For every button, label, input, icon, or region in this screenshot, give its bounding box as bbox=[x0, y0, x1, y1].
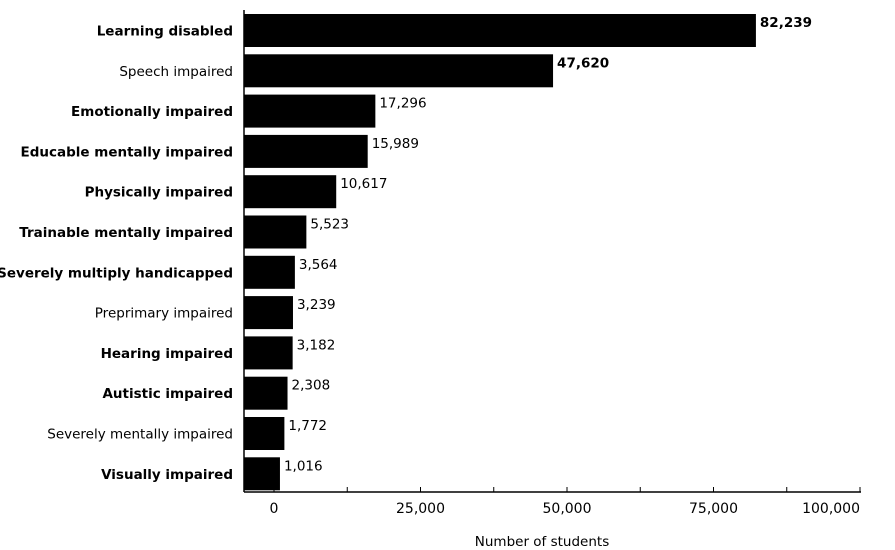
bar bbox=[244, 14, 756, 47]
x-tick-label: 25,000 bbox=[396, 501, 445, 517]
x-axis-ticks-group: 0 25,000 50,000 75,000 100,000 bbox=[270, 487, 861, 517]
bar bbox=[244, 336, 293, 370]
bar bbox=[244, 134, 368, 168]
category-label: Severely mentally impaired bbox=[47, 427, 233, 443]
bar bbox=[244, 215, 307, 249]
bar bbox=[244, 457, 280, 491]
bar bbox=[244, 376, 288, 410]
bar bbox=[244, 94, 376, 128]
value-label: 17,296 bbox=[379, 96, 426, 112]
category-label: Learning disabled bbox=[97, 24, 233, 40]
value-label: 3,239 bbox=[297, 297, 336, 313]
value-label: 15,989 bbox=[372, 136, 419, 152]
category-label: Severely multiply handicapped bbox=[0, 265, 233, 281]
value-label: 47,620 bbox=[557, 55, 609, 71]
value-label: 10,617 bbox=[340, 176, 387, 192]
value-label: 1,772 bbox=[288, 418, 327, 434]
category-label: Speech impaired bbox=[119, 64, 233, 80]
bar bbox=[244, 175, 337, 209]
value-label: 2,308 bbox=[292, 378, 331, 394]
value-label: 5,523 bbox=[310, 217, 349, 233]
category-label: Autistic impaired bbox=[102, 386, 233, 402]
x-axis-title: Number of students bbox=[475, 534, 609, 550]
category-label: Visually impaired bbox=[101, 467, 233, 483]
x-tick-label: 0 bbox=[270, 501, 279, 517]
category-label: Preprimary impaired bbox=[95, 306, 233, 322]
category-label: Educable mentally impaired bbox=[21, 144, 233, 160]
bar bbox=[244, 54, 554, 88]
bar bbox=[244, 296, 293, 330]
value-label: 3,564 bbox=[299, 257, 338, 273]
x-tick-label: 100,000 bbox=[802, 501, 860, 517]
bar bbox=[244, 417, 285, 450]
x-tick-label: 50,000 bbox=[543, 501, 592, 517]
category-labels-group: Learning disabled Speech impaired Emotiona… bbox=[0, 24, 233, 483]
value-label: 1,016 bbox=[284, 458, 323, 474]
bar bbox=[244, 255, 295, 289]
category-label: Emotionally impaired bbox=[71, 104, 233, 120]
value-label: 3,182 bbox=[297, 337, 336, 353]
value-label: 82,239 bbox=[760, 15, 812, 31]
category-label: Physically impaired bbox=[85, 185, 233, 201]
bars-group bbox=[244, 14, 756, 491]
category-label: Trainable mentally impaired bbox=[19, 225, 233, 241]
x-tick-label: 75,000 bbox=[689, 501, 738, 517]
category-label: Hearing impaired bbox=[101, 346, 233, 362]
value-labels-group: 82,239 47,620 17,296 15,989 10,617 5,523 3,564… bbox=[284, 15, 812, 474]
